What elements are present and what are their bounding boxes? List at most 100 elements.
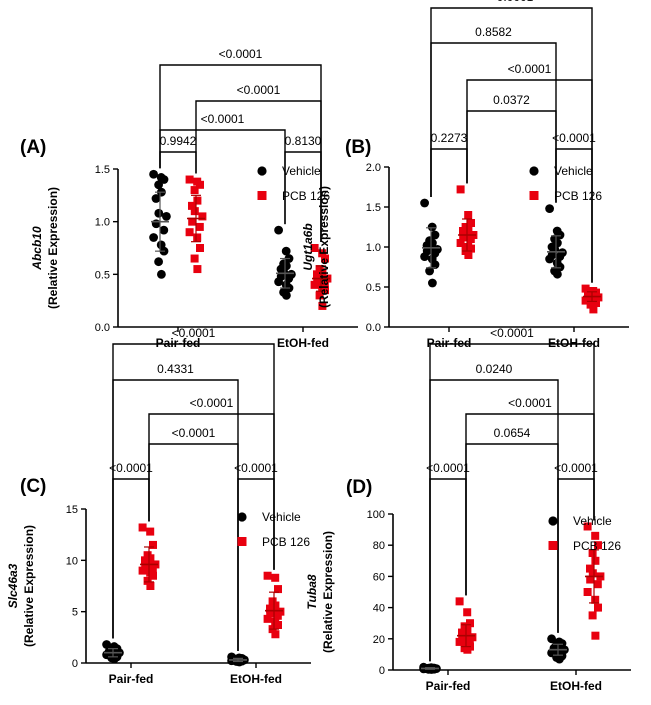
data-point-pcb126 [148, 564, 157, 573]
y-tick-label: 80 [373, 540, 385, 552]
comparison-bracket [465, 413, 595, 596]
data-point-pcb126 [586, 300, 595, 309]
data-point-pcb126 [196, 244, 204, 252]
p-value-label: <0.0001 [554, 461, 598, 475]
p-value-label: 0.8130 [285, 134, 322, 148]
x-category-label: EtOH-fed [550, 679, 602, 693]
data-point-pcb126 [185, 175, 194, 184]
data-point-pcb126 [320, 278, 329, 287]
y-axis-unit-label: (Relative Expression) [317, 186, 331, 308]
x-category-label: EtOH-fed [230, 672, 282, 686]
data-point-pcb126 [190, 186, 199, 195]
p-value-label: 0.0654 [494, 426, 531, 440]
data-point-pcb126 [138, 523, 147, 532]
legend-vehicle-marker [529, 166, 539, 176]
comparison-bracket [465, 443, 559, 633]
data-point-vehicle [430, 230, 440, 240]
data-point-pcb126 [455, 637, 464, 646]
data-point-vehicle [274, 277, 283, 287]
data-point-pcb126 [193, 196, 202, 205]
p-value-label: <0.0001 [201, 112, 245, 126]
y-axis-gene-label: Ugt1a6b [301, 223, 315, 270]
p-value-label: 0.9942 [160, 134, 197, 148]
data-point-pcb126 [467, 219, 475, 227]
data-point-pcb126 [198, 212, 207, 221]
y-axis-gene-label: Tuba8 [305, 574, 319, 609]
data-point-pcb126 [141, 562, 150, 571]
data-point-pcb126 [149, 571, 157, 580]
data-point-pcb126 [193, 265, 202, 274]
x-category-label: EtOH-fed [277, 336, 329, 350]
legend-pcb126-marker [257, 191, 267, 200]
comparison-bracket [429, 343, 595, 662]
data-point-pcb126 [273, 611, 282, 620]
data-point-pcb126 [591, 595, 600, 604]
data-point-pcb126 [263, 571, 272, 580]
data-point-pcb126 [196, 180, 204, 189]
legend-pcb126-label: PCB 126 [282, 189, 330, 203]
data-point-pcb126 [588, 549, 597, 557]
data-point-vehicle [159, 225, 169, 235]
data-point-pcb126 [466, 235, 475, 243]
p-value-label: <0.0001 [219, 47, 263, 61]
legend-vehicle-marker [548, 516, 558, 526]
data-point-pcb126 [271, 630, 280, 639]
data-point-vehicle [274, 225, 283, 235]
y-axis-gene-label: Abcb10 [30, 226, 44, 271]
x-category-label: Pair-fed [427, 336, 472, 350]
y-tick-label: 100 [367, 509, 385, 521]
panel-b: 0.0 0.5 1.0 1.5 2.0 Pair-fed EtOH-fed Ugt1a6b (R… [301, 0, 629, 350]
data-point-pcb126 [592, 299, 600, 307]
x-category-label: Pair-fed [426, 679, 471, 693]
y-tick-label: 1.0 [366, 242, 381, 254]
legend-pcb126-label: PCB 126 [262, 535, 310, 549]
data-point-vehicle [151, 219, 161, 229]
data-point-pcb126 [594, 603, 602, 612]
p-value-label: 0.2273 [431, 131, 468, 145]
data-point-pcb126 [266, 609, 275, 618]
data-point-vehicle [545, 254, 554, 264]
p-value-label: <0.0001 [426, 461, 470, 475]
y-tick-label: 1.5 [95, 164, 110, 176]
legend-vehicle-marker [237, 512, 247, 522]
data-point-pcb126 [586, 575, 595, 584]
y-tick-label: 0.5 [95, 269, 110, 281]
p-value-label: <0.0001 [190, 396, 234, 410]
y-tick-label: 0.0 [95, 322, 110, 334]
data-point-pcb126 [149, 540, 157, 549]
panel-letter: (C) [20, 476, 46, 497]
y-tick-label: 1.0 [95, 217, 110, 229]
data-point-pcb126 [310, 280, 319, 289]
data-point-vehicle [547, 634, 556, 644]
panel-letter: (B) [345, 137, 371, 158]
p-value-label: <0.0001 [508, 396, 552, 410]
legend-vehicle-label: Vehicle [262, 510, 301, 524]
data-point-pcb126 [318, 268, 327, 277]
data-point-pcb126 [593, 580, 602, 589]
data-point-pcb126 [143, 576, 152, 585]
data-point-pcb126 [146, 582, 155, 590]
comparison-bracket [237, 478, 275, 651]
p-value-label: <0.0001 [552, 131, 596, 145]
data-point-pcb126 [188, 201, 196, 210]
data-point-pcb126 [459, 233, 468, 242]
data-point-pcb126 [464, 211, 473, 219]
p-value-label: <0.0001 [237, 83, 281, 97]
p-value-label: <0.0001 [109, 461, 153, 475]
data-point-pcb126 [146, 554, 155, 563]
data-point-vehicle [154, 257, 164, 267]
data-point-pcb126 [464, 251, 473, 259]
data-point-pcb126 [185, 228, 194, 237]
data-point-pcb126 [586, 564, 594, 573]
panel-letter: (A) [20, 137, 46, 158]
x-category-label: Pair-fed [109, 672, 154, 686]
data-point-pcb126 [591, 531, 600, 540]
legend-vehicle-label: Vehicle [282, 164, 321, 178]
legend-pcb126-marker [529, 191, 539, 200]
legend-pcb126-marker [237, 537, 247, 546]
comparison-bracket [112, 343, 275, 639]
data-point-pcb126 [271, 601, 280, 610]
data-point-pcb126 [190, 254, 199, 263]
data-point-vehicle [151, 194, 161, 203]
